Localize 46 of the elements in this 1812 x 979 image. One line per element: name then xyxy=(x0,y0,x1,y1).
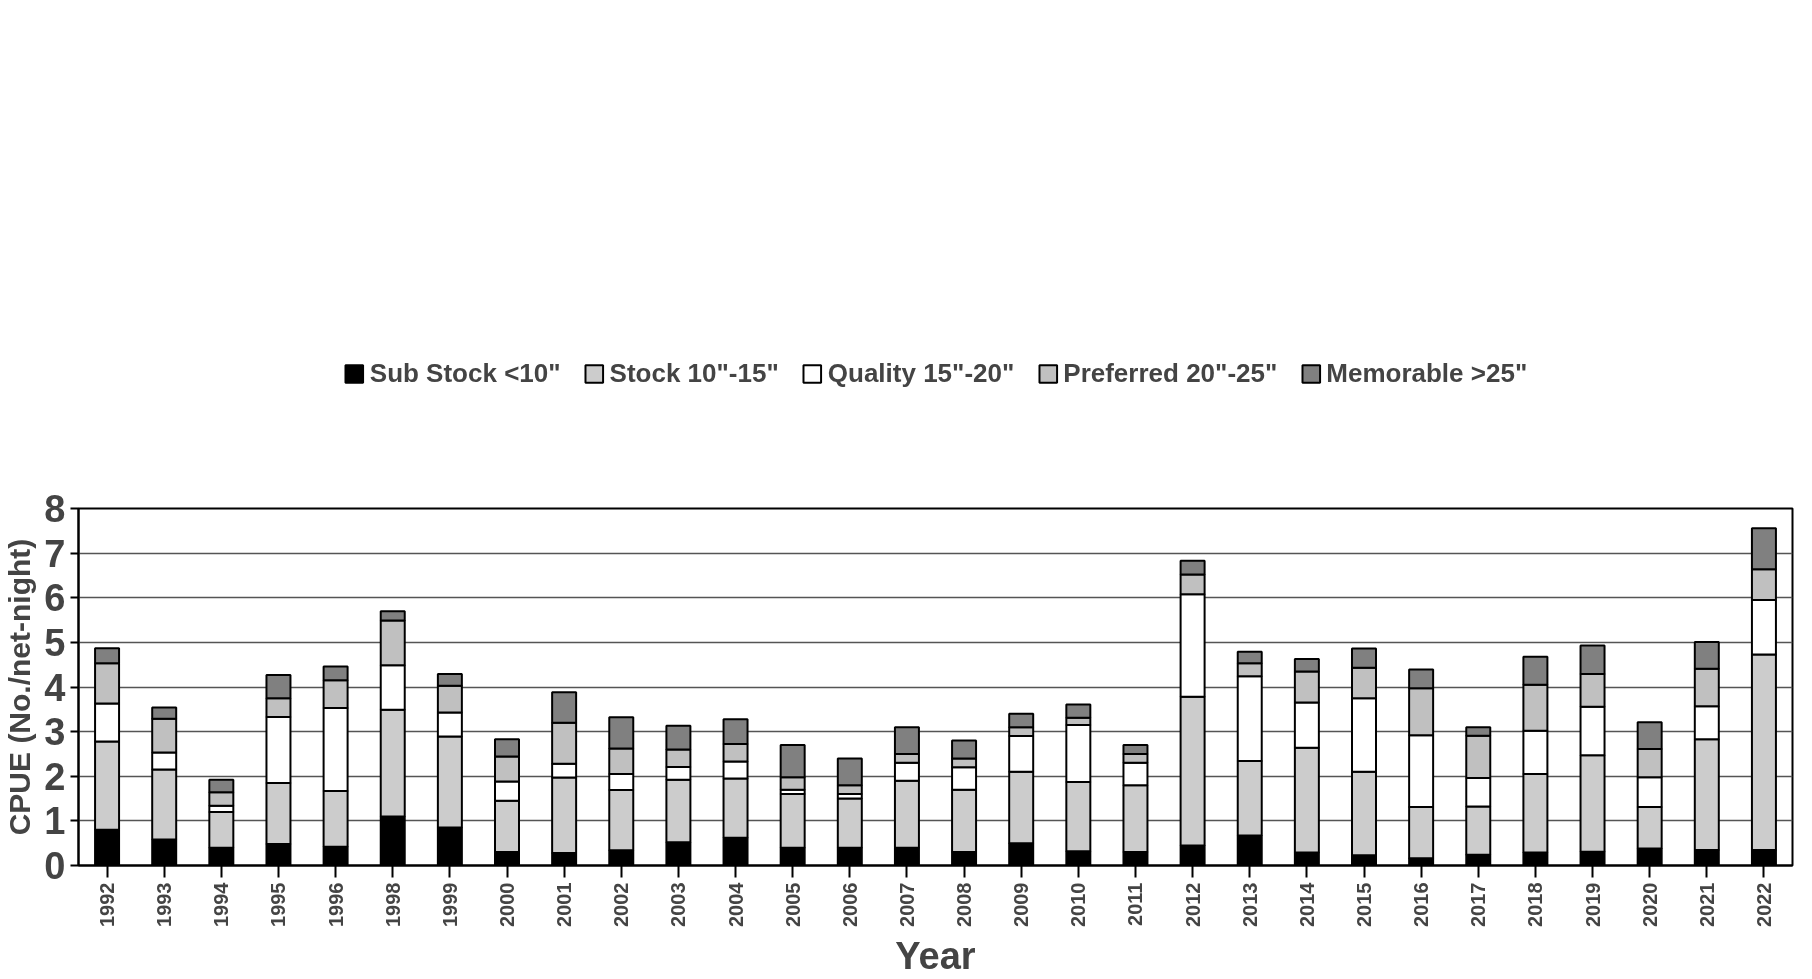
x-tick-label: 2005 xyxy=(781,882,804,927)
x-tick-label: 2014 xyxy=(1295,881,1318,927)
x-tick-label: 2001 xyxy=(553,882,576,927)
y-tick-label: 8 xyxy=(44,488,66,530)
x-tick-label: 1995 xyxy=(267,882,290,927)
x-tick-label: 2003 xyxy=(667,882,690,927)
x-tick-label: 1996 xyxy=(324,882,347,927)
x-tick-label: 2015 xyxy=(1353,882,1375,927)
x-tick-label: 1998 xyxy=(381,882,404,927)
y-tick-label: 4 xyxy=(44,666,66,709)
x-tick-label: 2012 xyxy=(1181,882,1204,927)
y-tick-label: 2 xyxy=(44,755,66,798)
legend-label: Sub Stock <10" xyxy=(369,357,561,389)
x-tick-label: 2018 xyxy=(1524,882,1547,927)
x-tick-label: 2016 xyxy=(1410,882,1433,927)
legend-label: Preferred 20"-25" xyxy=(1063,357,1278,389)
y-axis-title: CPUE (No./net-night) xyxy=(3,538,37,836)
x-tick-label: 1993 xyxy=(153,882,176,927)
y-tick-label: 6 xyxy=(44,577,66,620)
x-tick-label: 2017 xyxy=(1467,882,1490,927)
x-tick-label: 2000 xyxy=(496,882,518,927)
x-tick-label: 1999 xyxy=(438,882,461,927)
legend-label: Stock 10"-15" xyxy=(609,357,779,389)
x-tick-label: 2011 xyxy=(1124,882,1147,926)
x-tick-label: 2002 xyxy=(610,882,633,927)
y-tick-label: 1 xyxy=(44,800,66,843)
x-tick-label: 2007 xyxy=(895,882,918,927)
legend-label: Memorable >25" xyxy=(1326,357,1528,389)
x-tick-label: 2021 xyxy=(1695,882,1718,927)
x-tick-label: 2004 xyxy=(724,881,747,927)
x-tick-label: 1992 xyxy=(96,882,119,927)
x-tick-label: 2020 xyxy=(1638,882,1661,927)
x-tick-label: 2022 xyxy=(1752,882,1775,927)
y-tick-label: 3 xyxy=(44,711,66,754)
x-tick-label: 2019 xyxy=(1581,882,1604,927)
x-tick-label: 2006 xyxy=(838,882,861,927)
y-tick-label: 7 xyxy=(44,532,66,575)
x-tick-label: 2009 xyxy=(1010,882,1033,927)
x-tick-label: 2010 xyxy=(1067,882,1090,927)
legend-label: Quality 15"-20" xyxy=(827,357,1015,389)
x-tick-label: 2008 xyxy=(953,882,976,927)
y-tick-label: 5 xyxy=(44,621,66,664)
x-axis-title: Year xyxy=(895,934,976,977)
y-tick-label: 0 xyxy=(44,845,66,887)
x-tick-label: 1994 xyxy=(210,881,233,927)
x-tick-label: 2013 xyxy=(1238,882,1261,927)
